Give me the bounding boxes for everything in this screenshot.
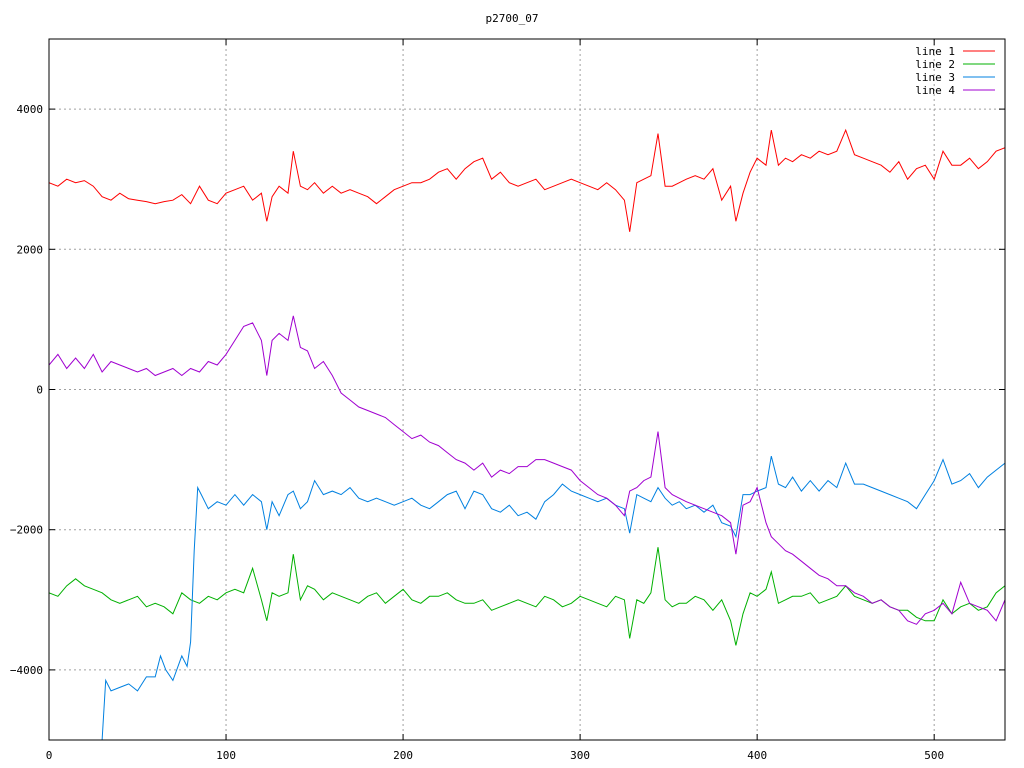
legend-label: line 2 — [915, 58, 955, 71]
series-layer — [49, 128, 1005, 740]
grid — [49, 39, 1005, 740]
x-tick-label: 200 — [393, 749, 413, 762]
x-tick-label: 0 — [46, 749, 53, 762]
x-tick-label: 100 — [216, 749, 236, 762]
chart-title: p2700_07 — [486, 12, 539, 25]
x-tick-label: 400 — [747, 749, 767, 762]
series-line-3 — [101, 455, 1005, 740]
y-tick-label: −2000 — [10, 524, 43, 537]
series-line-2 — [49, 547, 1005, 646]
legend-label: line 3 — [915, 71, 955, 84]
x-tick-label: 300 — [570, 749, 590, 762]
legend-label: line 1 — [915, 45, 955, 58]
axes: 0 100 200 300 400 500 −4000 −2000 0 2000 4000 — [10, 39, 1005, 762]
x-tick-label: 500 — [924, 749, 944, 762]
y-tick-label: 4000 — [17, 103, 44, 116]
plot-frame — [48, 38, 1006, 741]
series-line-1 — [49, 128, 1005, 232]
y-tick-label: 0 — [36, 384, 43, 397]
series-line-4 — [49, 315, 1005, 625]
y-tick-label: −4000 — [10, 664, 43, 677]
legend-label: line 4 — [915, 84, 955, 97]
y-tick-label: 2000 — [17, 243, 44, 256]
